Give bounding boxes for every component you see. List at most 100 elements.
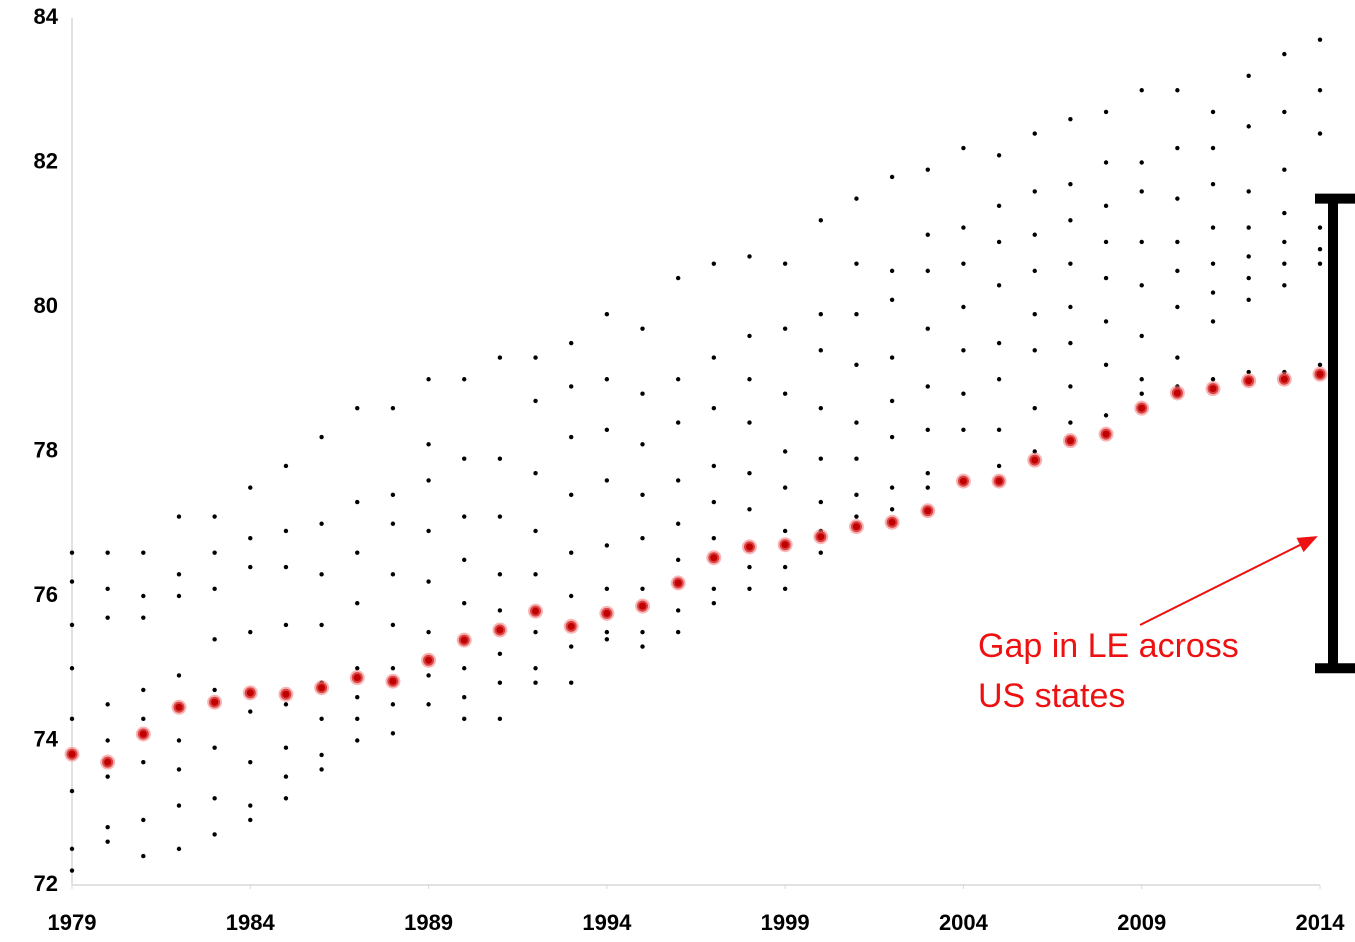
state-point [426,629,431,635]
state-point [1139,377,1144,382]
state-point [996,153,1002,158]
state-point [176,803,182,808]
state-point [533,355,538,360]
state-point [176,673,182,678]
state-point [462,514,467,519]
annotation-arrow [1139,536,1318,626]
state-point [961,261,966,266]
state-point [426,673,431,678]
state-point [889,174,895,180]
state-point [1210,225,1216,230]
state-point [747,470,752,476]
state-point [1246,275,1251,281]
state-point [782,586,788,591]
state-point [1032,131,1037,136]
state-point [747,586,752,591]
state-point [961,348,966,353]
state-point [569,434,574,440]
state-point [1032,189,1037,194]
state-point [925,167,930,172]
state-point [283,622,289,628]
state-point [462,694,467,700]
state-point [925,268,930,274]
state-point [818,456,823,461]
x-tick-label: 1994 [582,910,632,935]
state-point [176,593,182,599]
state-point [69,579,75,584]
state-point [212,745,217,750]
state-point [604,478,610,483]
average-point [884,514,900,530]
state-point [248,564,253,570]
state-point [1032,449,1037,454]
state-point [604,543,610,548]
state-point [355,738,360,743]
state-point [675,275,681,281]
state-point [1103,275,1109,281]
average-point [1312,366,1328,382]
state-point [569,384,574,389]
average-point [635,598,651,614]
state-point [141,716,146,722]
state-point [212,796,217,801]
state-point [675,608,681,613]
state-point [1068,218,1073,223]
state-point [604,637,610,642]
state-point [141,817,146,823]
state-point [390,731,396,736]
state-point [533,528,538,534]
state-point [1317,37,1323,42]
state-point [212,832,217,837]
state-point [462,377,467,382]
state-point [283,528,289,534]
state-point [996,203,1002,209]
state-point [1139,88,1144,93]
state-point [961,225,966,230]
state-point [818,405,823,411]
average-point [848,519,864,535]
state-point [854,362,859,367]
state-point [1282,210,1287,216]
state-point [390,572,396,577]
state-point [1210,109,1216,115]
state-point [533,470,538,476]
average-point [991,473,1007,489]
average-point [706,550,722,566]
state-point [1139,189,1144,194]
state-point [961,304,966,310]
state-point [176,738,182,743]
state-point [319,521,324,526]
state-point [1139,160,1144,165]
state-point [818,218,823,223]
state-point [283,796,289,801]
state-point [747,333,752,339]
state-point [782,449,788,454]
state-point [141,687,146,693]
state-point [462,456,467,461]
state-point [212,514,217,519]
state-point [533,629,538,635]
average-point [64,746,80,762]
state-point [747,254,752,259]
state-point [1282,283,1287,288]
state-point [996,239,1002,245]
state-point [711,586,717,591]
y-tick-label: 76 [34,582,58,607]
state-point [319,572,324,577]
state-point [711,536,717,541]
average-point [1169,385,1185,401]
average-point [314,680,330,696]
state-point [319,752,324,758]
state-point [1282,51,1287,57]
state-point [105,738,110,743]
average-point [1062,433,1078,449]
state-point [925,384,930,389]
state-point [1210,261,1216,266]
state-point [1317,225,1323,230]
state-point [640,629,645,635]
state-point [426,442,431,447]
average-point [528,603,544,619]
state-point [711,261,717,266]
average-point [1205,381,1221,397]
